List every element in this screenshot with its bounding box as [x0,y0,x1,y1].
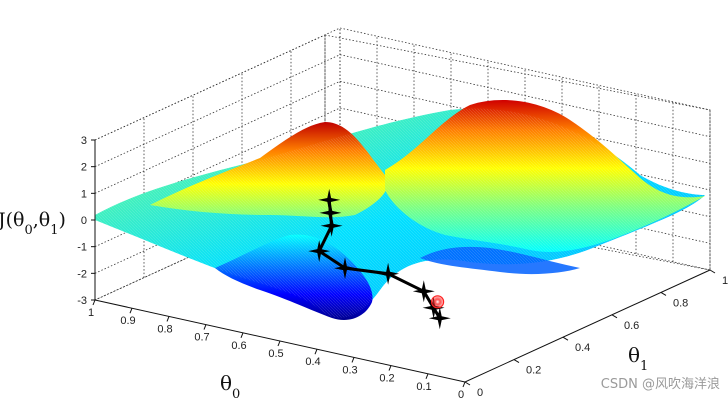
theta0-tick-mark [240,332,244,338]
theta1-tick-mark [709,269,716,274]
theta1-axis-title: θ1 [628,343,648,374]
z-tick-label: 1 [81,188,87,200]
theta0-tick-label: 0.5 [268,348,283,360]
z-tick-label: 2 [81,162,87,174]
z-axis-title: J(θ0,θ1) [0,209,66,238]
descent-step-marker [428,307,451,330]
theta1-tick-mark [611,314,618,319]
z-gridline [94,27,711,141]
theta1-tick-label: 0.4 [575,342,590,354]
theta1-tick-label: 0 [477,387,483,399]
theta1-tick-label: 0.8 [673,297,688,309]
z-tick-label: -1 [77,242,87,254]
descent-step-marker [412,280,435,303]
theta1-tick-label: 0.2 [526,365,541,377]
theta0-axis-title: θ0 [220,371,240,402]
z-tick-label: -2 [77,268,87,280]
theta1-tick-label: 0.6 [624,320,639,332]
watermark: CSDN @风吹海洋浪 [601,377,720,392]
theta0-tick-mark [425,373,429,379]
descent-step-marker [422,296,445,319]
z-gridline [94,54,711,168]
theta0-tick-label: 0.2 [379,373,394,385]
theta0-tick-mark [277,340,281,347]
theta0-tick-label: 0.9 [120,315,135,327]
theta0-tick-mark [166,316,170,322]
z-tick-label: -3 [77,295,87,307]
descent-step-marker [319,201,342,224]
minimum-marker [431,295,445,309]
theta0-tick-label: 0.8 [157,323,172,335]
theta1-tick-mark [562,336,569,341]
theta0-tick-mark [92,299,96,306]
z-tick-label: 3 [81,135,87,147]
theta0-tick-mark [314,349,318,355]
theta0-tick-mark [203,324,207,330]
descent-step-marker [318,188,341,211]
theta0-tick-mark [129,308,133,314]
theta0-tick-label: 0 [458,389,464,401]
descent-step-marker [334,257,356,280]
z-axis-label: J(θ0,θ1) [0,209,66,238]
theta0-tick-mark [351,357,355,363]
theta1-tick-label: 1 [722,275,728,287]
cost-surface [95,100,705,321]
theta1-tick-mark [513,359,520,364]
theta1-axis-line [464,269,711,383]
theta0-tick-label: 0.4 [305,356,320,368]
theta0-tick-mark [462,381,466,388]
theta0-tick-label: 0.3 [342,364,357,376]
theta1-tick-mark [464,381,471,386]
theta0-tick-mark [388,365,392,371]
gradient-descent-path [308,188,451,330]
theta0-tick-label: 0.7 [194,332,209,344]
theta0-tick-label: 0.1 [416,381,431,393]
descent-step-marker [320,214,343,237]
theta1-axis-label: θ1 [628,343,648,374]
descent-step-marker [377,262,400,285]
theta0-tick-label: 0.6 [231,340,246,352]
descent-step-marker [308,240,331,263]
z-tick-label: 0 [81,215,87,227]
theta0-axis-label: θ0 [220,371,240,402]
surface-mesh [95,108,705,318]
theta1-tick-mark [660,291,667,296]
theta0-tick-label: 1 [88,307,94,319]
